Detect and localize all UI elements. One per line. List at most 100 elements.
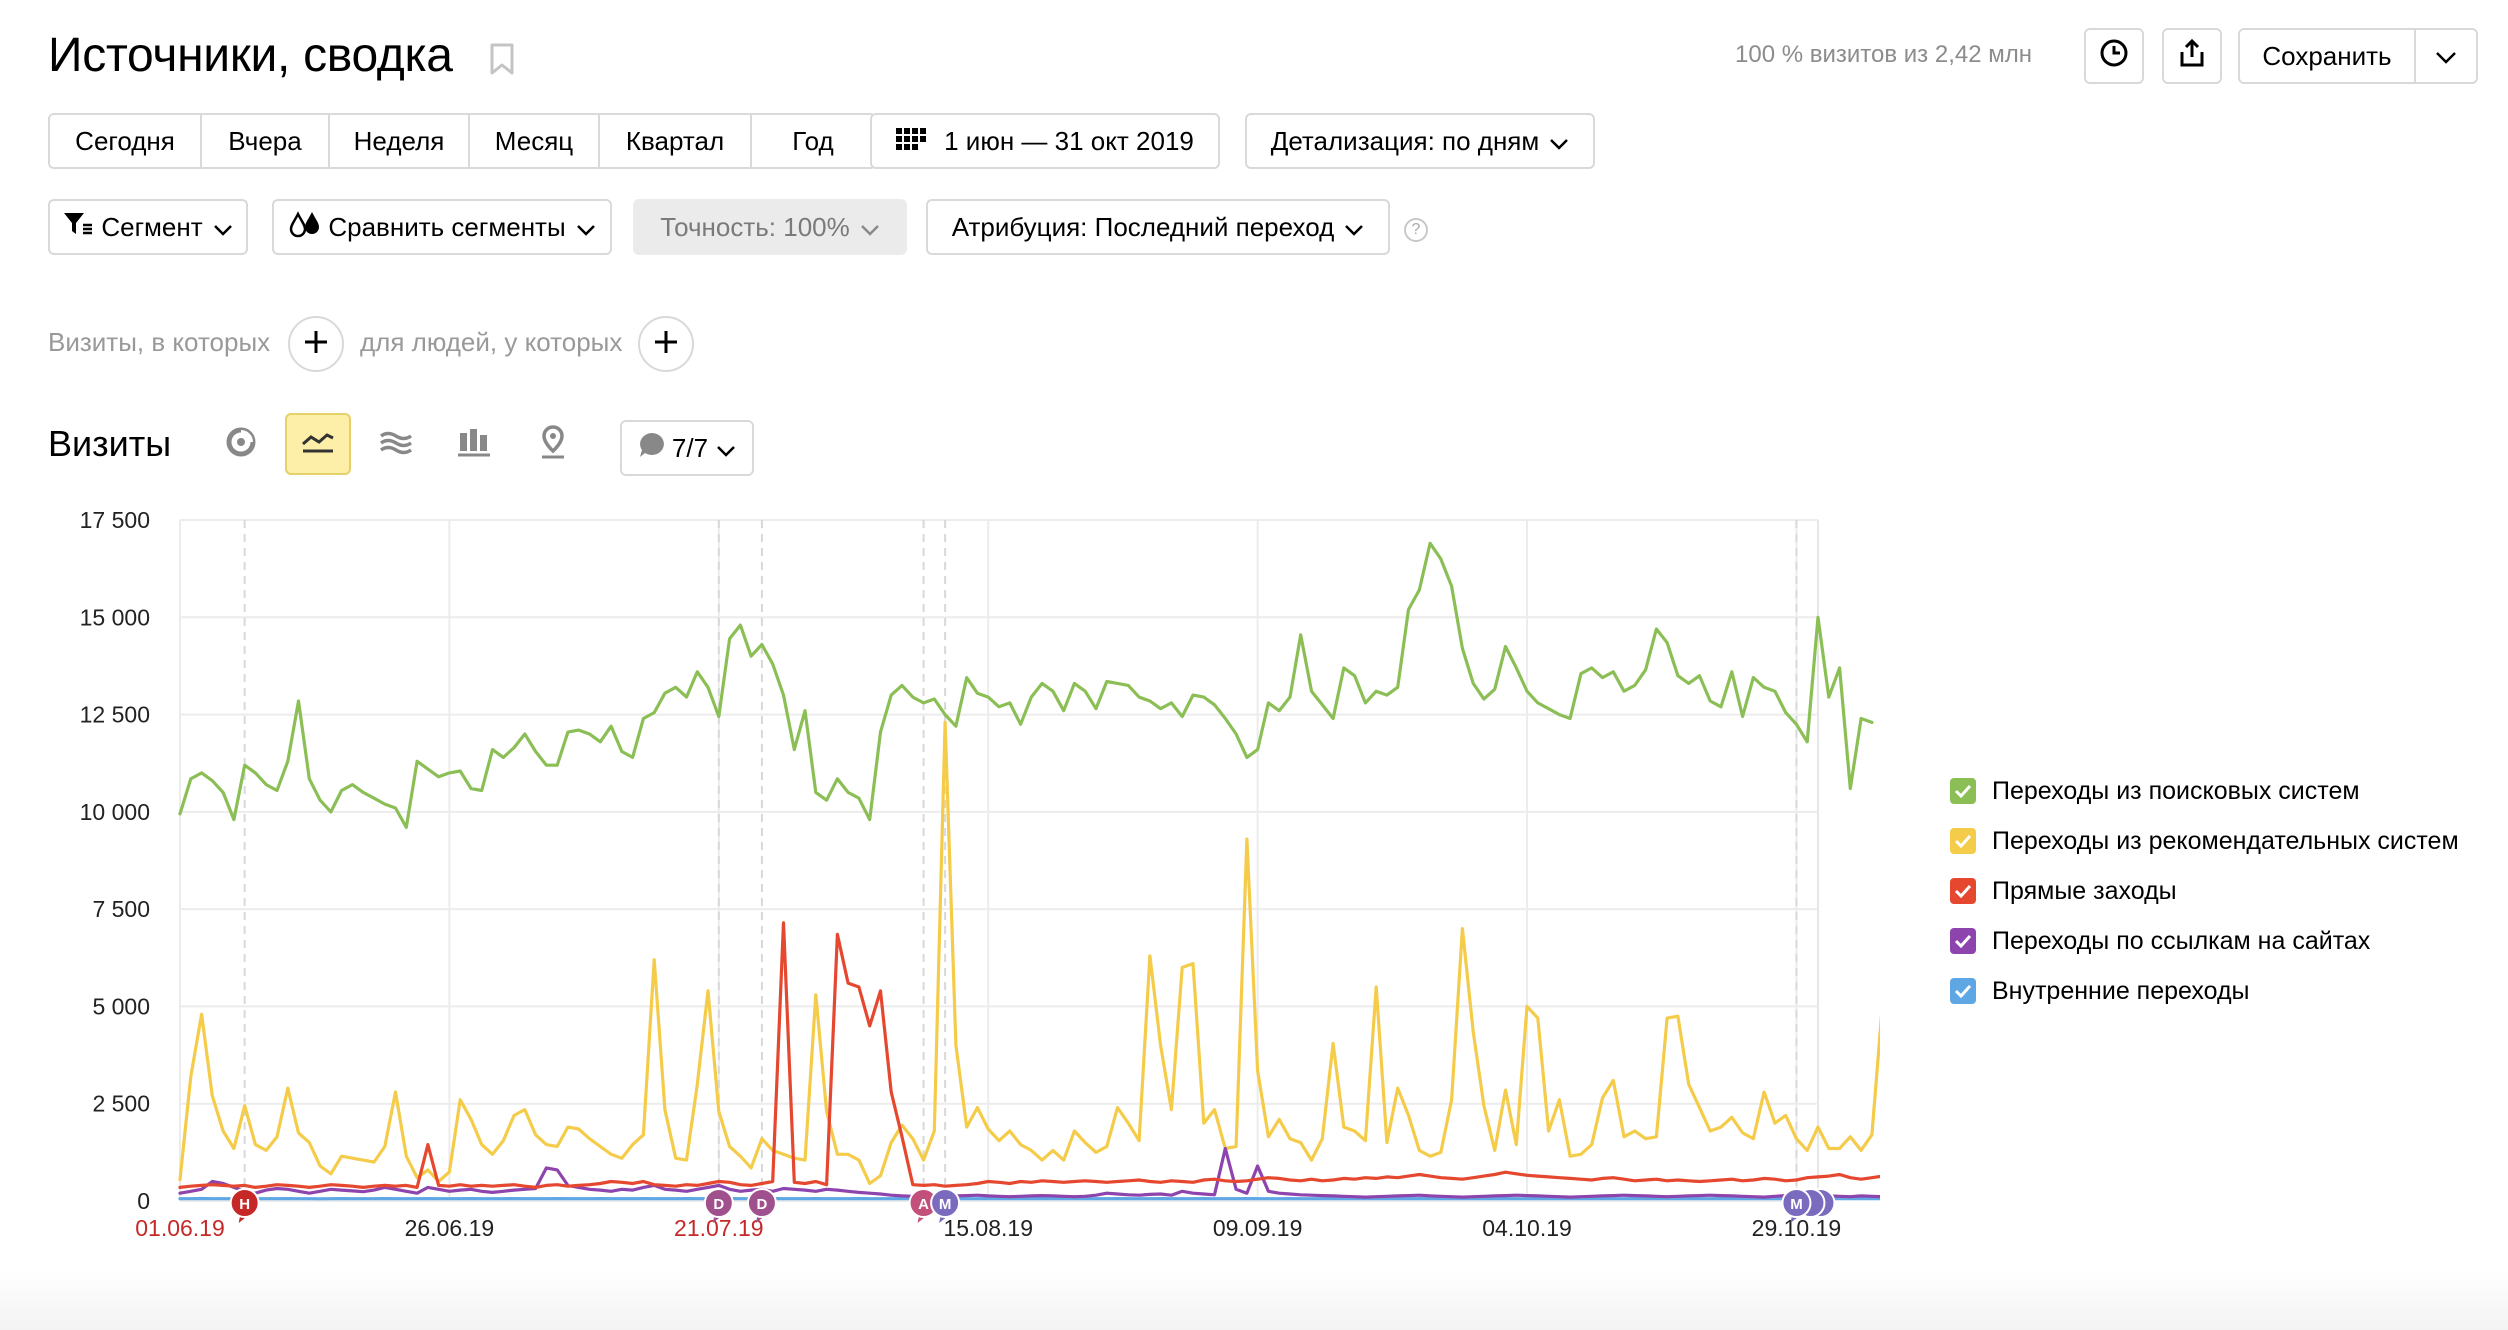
chevron-down-icon bbox=[716, 433, 736, 463]
segment-dropdown[interactable]: Сегмент bbox=[48, 199, 248, 255]
annotation-marker-label: D bbox=[713, 1196, 724, 1213]
clock-icon bbox=[2099, 38, 2129, 74]
page-footer-shade bbox=[0, 1270, 2508, 1330]
view-map-button[interactable] bbox=[520, 413, 586, 475]
legend-label: Внутренние переходы bbox=[1992, 977, 2250, 1005]
map-pin-icon bbox=[538, 424, 568, 464]
annotation-marker-label: A bbox=[918, 1196, 929, 1213]
y-tick-label: 7 500 bbox=[92, 896, 150, 922]
legend-label: Переходы из рекомендательных систем bbox=[1992, 827, 2459, 855]
share-export-icon bbox=[2178, 38, 2206, 74]
bar-chart-icon bbox=[458, 427, 490, 462]
annotation-marker[interactable]: M bbox=[1781, 1188, 1836, 1223]
chart-series bbox=[178, 541, 1880, 1201]
chevron-down-icon bbox=[213, 212, 233, 242]
save-menu-button[interactable] bbox=[2414, 28, 2478, 84]
add-people-condition-button[interactable] bbox=[638, 316, 694, 372]
add-visit-condition-button[interactable] bbox=[288, 316, 344, 372]
annotation-marker-label: D bbox=[756, 1196, 767, 1213]
checkbox-checked-icon[interactable] bbox=[1950, 878, 1976, 904]
chevron-down-icon bbox=[1549, 126, 1569, 156]
period-year[interactable]: Год bbox=[752, 115, 874, 167]
drops-icon bbox=[288, 210, 322, 244]
annotation-marker[interactable]: D bbox=[703, 1188, 734, 1223]
x-tick-label: 04.10.19 bbox=[1482, 1215, 1572, 1241]
view-line-button[interactable] bbox=[285, 413, 351, 475]
plus-icon bbox=[303, 329, 329, 360]
annotation-marker[interactable]: H bbox=[229, 1188, 260, 1223]
x-tick-label: 29.10.19 bbox=[1752, 1215, 1842, 1241]
area-chart-icon bbox=[379, 428, 413, 461]
chevron-down-icon bbox=[1344, 212, 1364, 242]
segment-label: Сегмент bbox=[101, 212, 203, 242]
plus-icon bbox=[653, 329, 679, 360]
view-bar-button[interactable] bbox=[441, 413, 507, 475]
legend-label: Прямые заходы bbox=[1992, 877, 2177, 905]
annotations-count: 7/7 bbox=[671, 433, 709, 463]
y-tick-label: 0 bbox=[137, 1188, 150, 1214]
y-tick-label: 17 500 bbox=[80, 507, 150, 533]
legend-label: Переходы по ссылкам на сайтах bbox=[1992, 927, 2371, 955]
calendar-grid-icon bbox=[896, 126, 927, 156]
chart-grid bbox=[179, 519, 1819, 1202]
detail-dropdown[interactable]: Детализация: по дням bbox=[1245, 113, 1595, 169]
checkbox-checked-icon[interactable] bbox=[1950, 928, 1976, 954]
comment-bubble-icon bbox=[638, 431, 666, 465]
help-icon[interactable]: ? bbox=[1404, 218, 1428, 242]
checkbox-checked-icon[interactable] bbox=[1950, 978, 1976, 1004]
period-yesterday[interactable]: Вчера bbox=[202, 115, 330, 167]
compare-label: Сравнить сегменты bbox=[328, 212, 566, 242]
legend-label: Переходы из поисковых систем bbox=[1992, 777, 2360, 805]
visits-line-chart[interactable]: 0 2 500 5 000 7 500 10 000 12 500 15 000 17 500… bbox=[0, 490, 1880, 1270]
x-tick-label: 01.06.19 bbox=[135, 1215, 225, 1241]
date-range-button[interactable]: 1 июн — 31 окт 2019 bbox=[870, 113, 1220, 169]
legend-item-search[interactable]: Переходы из поисковых систем bbox=[1950, 766, 2459, 816]
visits-sample-info: 100 % визитов из 2,42 млн bbox=[1735, 41, 2032, 68]
detail-label: Детализация: по дням bbox=[1270, 126, 1540, 156]
series-line bbox=[178, 1146, 1880, 1199]
chart-title: Визиты bbox=[48, 423, 172, 464]
y-axis: 0 2 500 5 000 7 500 10 000 12 500 15 000 17 500 bbox=[80, 507, 150, 1214]
legend-item-recommendations[interactable]: Переходы из рекомендательных систем bbox=[1950, 816, 2459, 866]
y-tick-label: 5 000 bbox=[92, 993, 150, 1019]
legend-item-internal[interactable]: Внутренние переходы bbox=[1950, 966, 2459, 1016]
compare-segments-dropdown[interactable]: Сравнить сегменты bbox=[272, 199, 612, 255]
checkbox-checked-icon[interactable] bbox=[1950, 778, 1976, 804]
chevron-down-icon bbox=[576, 212, 596, 242]
legend-item-links[interactable]: Переходы по ссылкам на сайтах bbox=[1950, 916, 2459, 966]
period-month[interactable]: Месяц bbox=[470, 115, 600, 167]
save-button[interactable]: Сохранить bbox=[2238, 28, 2416, 84]
annotations-dropdown[interactable]: 7/7 bbox=[620, 420, 754, 476]
history-button[interactable] bbox=[2084, 28, 2144, 84]
series-line bbox=[178, 720, 1880, 1186]
view-pie-button[interactable] bbox=[208, 413, 274, 475]
period-selector: Сегодня Вчера Неделя Месяц Квартал Год bbox=[48, 113, 876, 169]
x-tick-label: 09.09.19 bbox=[1213, 1215, 1303, 1241]
x-tick-label: 15.08.19 bbox=[943, 1215, 1033, 1241]
attribution-label: Атрибуция: Последний переход bbox=[951, 212, 1335, 242]
annotation-marker[interactable]: M bbox=[930, 1188, 961, 1223]
legend-item-direct[interactable]: Прямые заходы bbox=[1950, 866, 2459, 916]
period-week[interactable]: Неделя bbox=[330, 115, 470, 167]
date-range-label: 1 июн — 31 окт 2019 bbox=[944, 126, 1194, 156]
series-line bbox=[178, 541, 1874, 829]
bookmark-icon[interactable] bbox=[488, 42, 516, 76]
chevron-down-icon bbox=[2435, 41, 2457, 71]
period-today[interactable]: Сегодня bbox=[50, 115, 202, 167]
view-area-button[interactable] bbox=[363, 413, 429, 475]
period-quarter[interactable]: Квартал bbox=[600, 115, 752, 167]
checkbox-checked-icon[interactable] bbox=[1950, 828, 1976, 854]
annotation-marker[interactable]: A bbox=[908, 1188, 939, 1223]
line-chart-icon bbox=[301, 430, 335, 459]
y-tick-label: 15 000 bbox=[80, 604, 150, 630]
filter-funnel-icon bbox=[63, 211, 93, 243]
visits-condition-label: Визиты, в которых bbox=[48, 327, 271, 357]
attribution-dropdown[interactable]: Атрибуция: Последний переход bbox=[926, 199, 1390, 255]
annotation-marker[interactable]: D bbox=[746, 1188, 777, 1223]
accuracy-dropdown[interactable]: Точность: 100% bbox=[633, 199, 907, 255]
annotation-marker-label: M bbox=[939, 1196, 952, 1213]
accuracy-label: Точность: 100% bbox=[660, 212, 850, 242]
export-button[interactable] bbox=[2162, 28, 2222, 84]
chart-legend: Переходы из поисковых систем Переходы из… bbox=[1950, 766, 2459, 1016]
